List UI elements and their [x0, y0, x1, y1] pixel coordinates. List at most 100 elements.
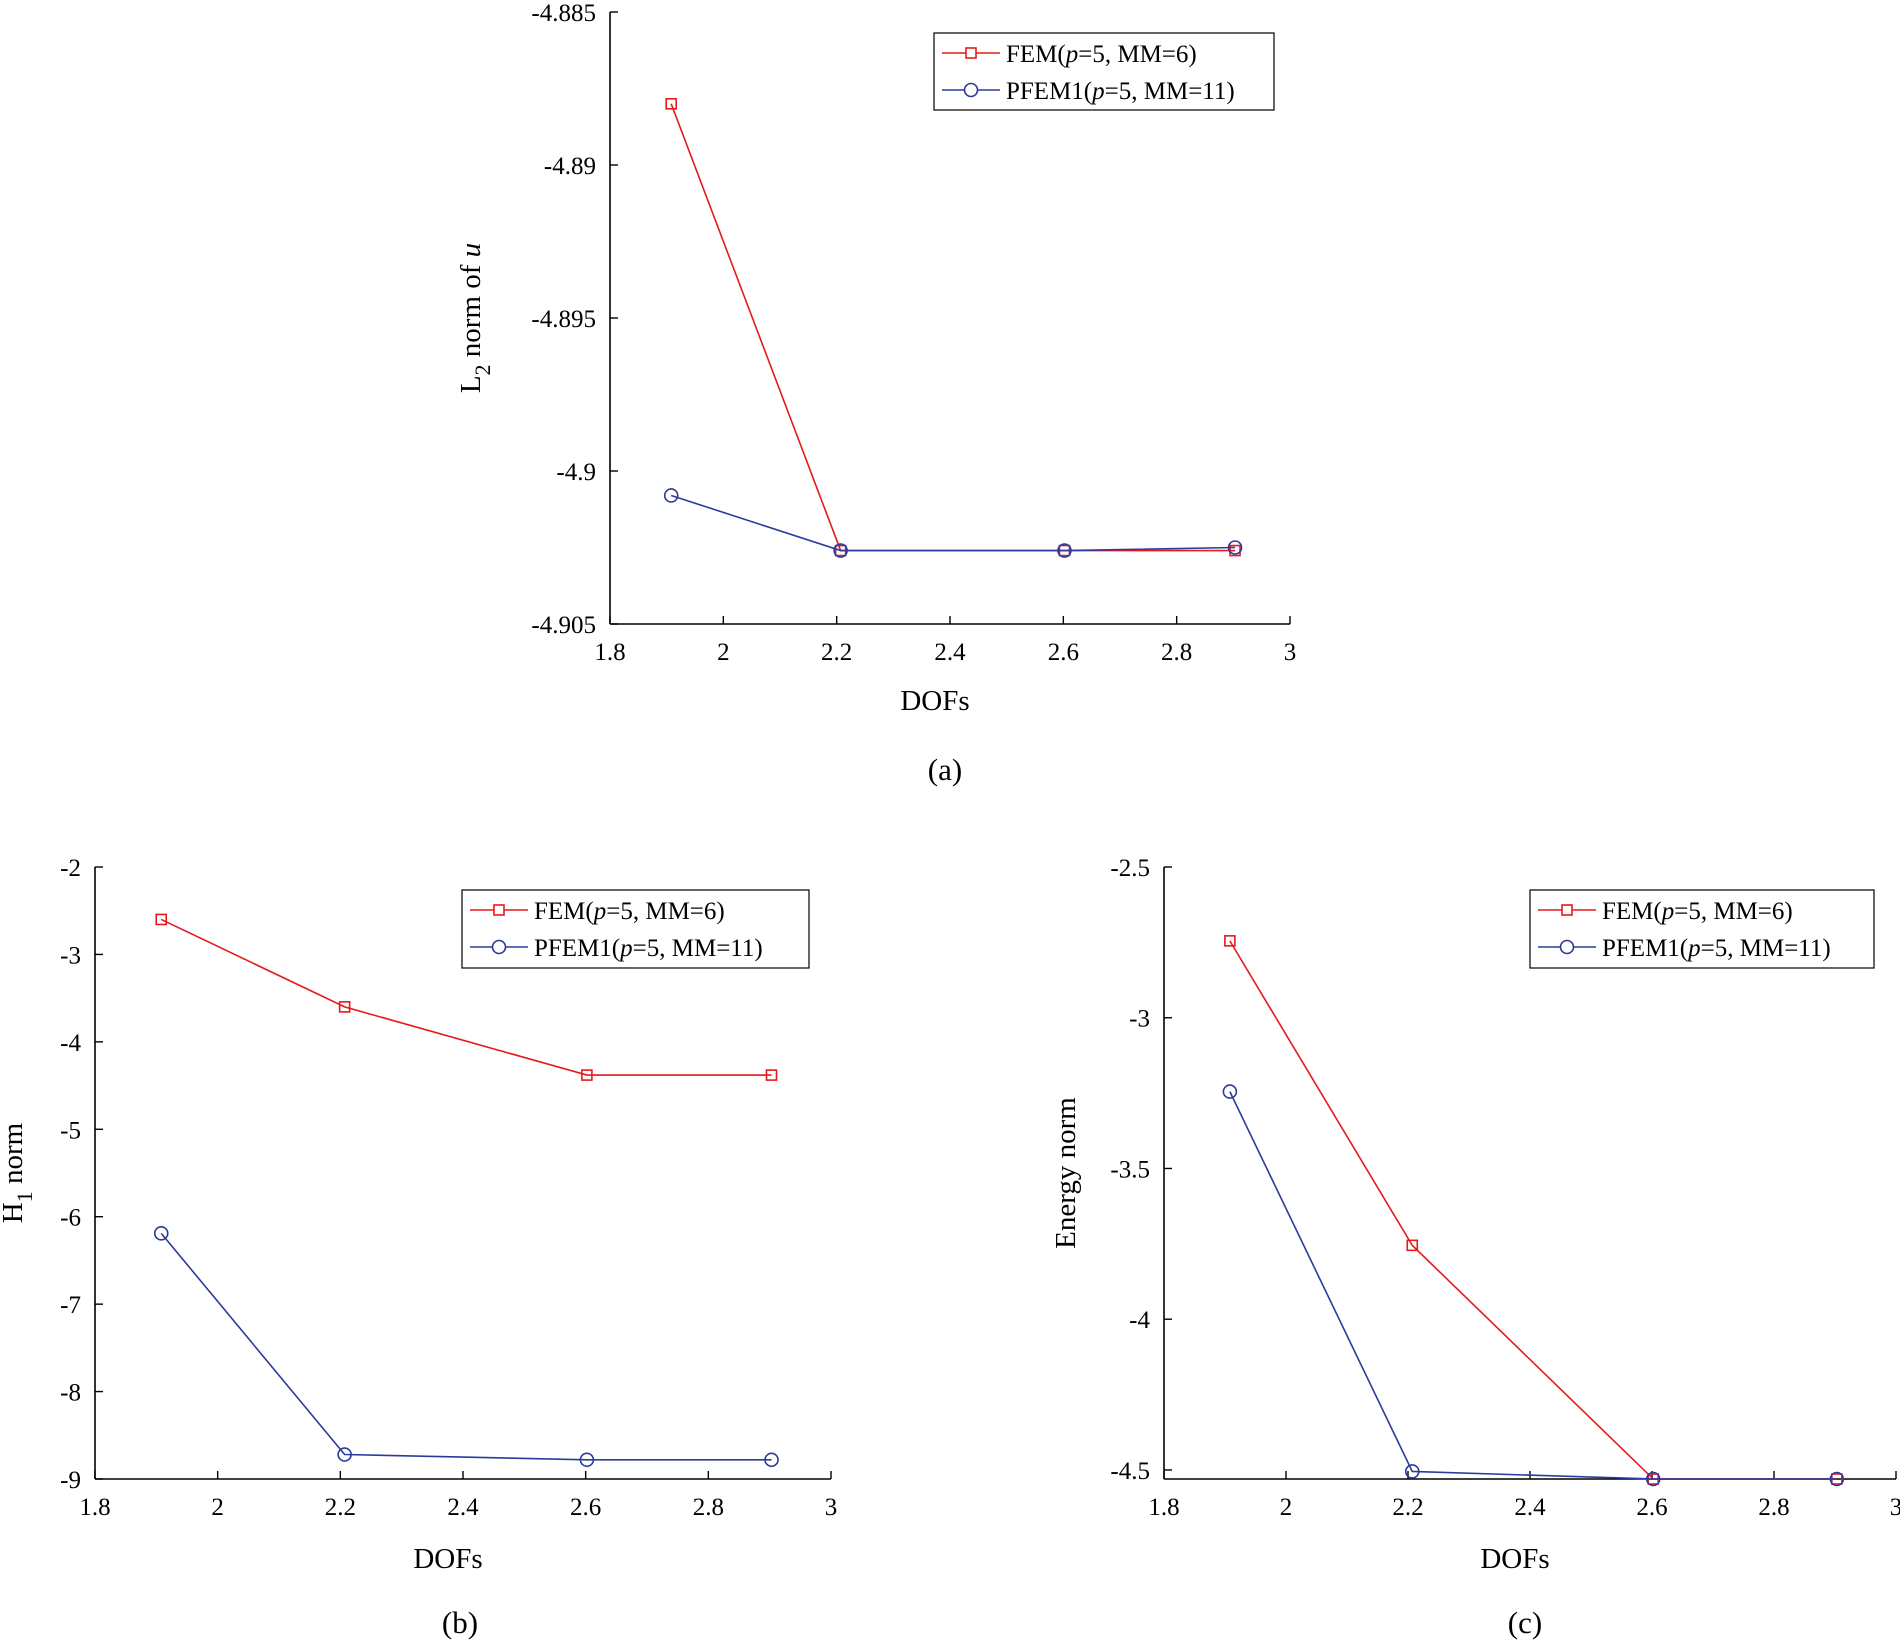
x-axis-label: DOFs	[1480, 1543, 1549, 1575]
y-axis-label-rest: norm	[0, 1122, 29, 1191]
x-tick-label: 3	[1890, 1494, 1900, 1521]
legend-marker-circle	[1559, 939, 1575, 955]
x-tick-label: 2	[717, 639, 730, 666]
x-tick-label: 2.8	[1161, 639, 1192, 666]
x-tick-label: 2	[211, 1494, 224, 1521]
x-tick-label: 1.8	[1148, 1494, 1179, 1521]
x-tick-label: 2.6	[570, 1494, 601, 1521]
y-tick-label: -4.885	[531, 0, 596, 27]
series-line-fem	[670, 103, 1236, 552]
series-line-fem	[160, 918, 772, 1076]
y-tick-label: -3	[60, 942, 81, 969]
legend-marker-circle	[491, 939, 507, 955]
y-tick-label: -2.5	[1110, 855, 1150, 882]
legend-label-pfem: PFEM1(p=5, MM=11)	[1602, 935, 1831, 962]
data-point-square	[765, 1069, 778, 1081]
legend-label-pfem: PFEM1(p=5, MM=11)	[1006, 78, 1235, 105]
x-axis-label: DOFs	[413, 1543, 482, 1575]
y-tick-label: -4.89	[544, 153, 596, 180]
data-point-square	[338, 1001, 351, 1013]
y-tick-label: -4.895	[531, 306, 596, 333]
legend-marker-square	[1561, 904, 1573, 916]
y-tick-label: -4	[1129, 1307, 1150, 1334]
x-tick-label: 2.4	[447, 1494, 479, 1521]
series-line-pfem	[1229, 1091, 1837, 1480]
y-tick-label: -4.5	[1110, 1458, 1150, 1485]
data-point-circle	[153, 1226, 169, 1241]
data-point-square	[581, 1069, 593, 1081]
x-tick-label: 2.2	[821, 639, 852, 666]
y-axis-label-subscript: 2	[470, 364, 495, 375]
data-point-circle	[1645, 1471, 1661, 1487]
x-tick-label: 2.2	[1392, 1494, 1423, 1521]
series-line-pfem	[670, 494, 1236, 552]
panel-caption: (c)	[1508, 1605, 1542, 1640]
x-tick-label: 1.8	[594, 639, 625, 666]
y-tick-label: -9	[60, 1467, 81, 1494]
x-tick-label: 1.8	[79, 1494, 110, 1521]
series-line-fem	[1229, 940, 1837, 1480]
y-tick-label: -8	[60, 1380, 81, 1407]
x-tick-label: 2.8	[693, 1494, 724, 1521]
data-point-circle	[337, 1447, 352, 1462]
legend: FEM(p=5, MM=6) PFEM1(p=5, MM=11)	[461, 889, 810, 969]
y-axis-label: L2 norm of u	[455, 243, 495, 393]
y-axis-label-main: L	[455, 375, 487, 393]
y-axis-label: H1 norm	[0, 1122, 37, 1223]
y-tick-label: -6	[60, 1205, 81, 1232]
data-point-circle	[1404, 1464, 1420, 1479]
x-tick-label: 3	[1284, 639, 1297, 666]
y-axis-label-subscript: 1	[12, 1191, 37, 1202]
legend-label-fem: FEM(p=5, MM=6)	[1006, 41, 1197, 68]
series-line-pfem	[160, 1232, 772, 1461]
y-axis-label-rest: norm of	[455, 257, 487, 364]
chart-panel-a: 1.8 2 2.2 2.4 2.6 2.8 3 -4.885 -4.89 -4.895 -4.9 -4…	[455, 0, 1296, 787]
legend-label-fem: FEM(p=5, MM=6)	[1602, 898, 1793, 925]
x-tick-label: 2.4	[934, 639, 966, 666]
data-point-square	[1406, 1239, 1419, 1252]
x-tick-label: 2.4	[1514, 1494, 1546, 1521]
x-tick-label: 2.8	[1758, 1494, 1789, 1521]
x-tick-label: 2.6	[1048, 639, 1079, 666]
x-tick-label: 2.2	[325, 1494, 356, 1521]
legend-box	[1529, 889, 1875, 969]
data-point-circle	[1227, 540, 1243, 555]
data-point-circle	[1222, 1084, 1238, 1099]
x-tick-label: 3	[825, 1494, 838, 1521]
data-point-circle	[579, 1452, 595, 1468]
data-point-circle	[833, 543, 848, 558]
legend-label-fem: FEM(p=5, MM=6)	[534, 898, 725, 925]
y-tick-label: -5	[60, 1117, 81, 1144]
y-tick-label: -7	[60, 1292, 81, 1319]
y-tick-label: -4.9	[556, 459, 596, 486]
data-point-circle	[1057, 543, 1072, 558]
y-axis-label-italic: u	[455, 243, 487, 258]
chart-panel-b: 1.8 2 2.2 2.4 2.6 2.8 3 -2 -3 -4 -5 -6 -7 -8 -9 DOFs H1 …	[0, 855, 837, 1640]
legend-marker-circle	[963, 82, 979, 98]
y-tick-label: -2	[60, 855, 81, 882]
data-point-square	[1224, 935, 1236, 947]
y-tick-label: -3.5	[1110, 1156, 1150, 1183]
legend: FEM(p=5, MM=6) PFEM1(p=5, MM=11)	[1529, 889, 1875, 969]
data-point-circle	[1829, 1471, 1845, 1487]
y-axis-label: Energy norm	[1050, 1097, 1082, 1249]
y-tick-label: -4	[60, 1030, 81, 1057]
legend-box	[461, 889, 810, 969]
panel-caption: (a)	[928, 752, 962, 787]
panel-caption: (b)	[442, 1605, 478, 1640]
legend-marker-square	[965, 47, 977, 59]
legend: FEM(p=5, MM=6) PFEM1(p=5, MM=11)	[933, 32, 1275, 111]
data-point-square	[665, 98, 678, 110]
y-tick-label: -4.905	[531, 612, 596, 639]
data-point-circle	[663, 488, 679, 503]
data-point-square	[155, 913, 168, 926]
x-tick-label: 2.6	[1636, 1494, 1667, 1521]
legend-box	[933, 32, 1275, 111]
y-tick-label: -3	[1129, 1006, 1150, 1033]
x-tick-label: 2	[1280, 1494, 1293, 1521]
chart-panel-c: 1.8 2 2.2 2.4 2.6 2.8 3 -2.5 -3 -3.5 -4 -4.5 DOFs Ene…	[1050, 855, 1900, 1640]
y-axis-label-main: Energy norm	[1050, 1097, 1082, 1249]
legend-label-pfem: PFEM1(p=5, MM=11)	[534, 935, 763, 962]
legend-marker-square	[493, 904, 505, 916]
